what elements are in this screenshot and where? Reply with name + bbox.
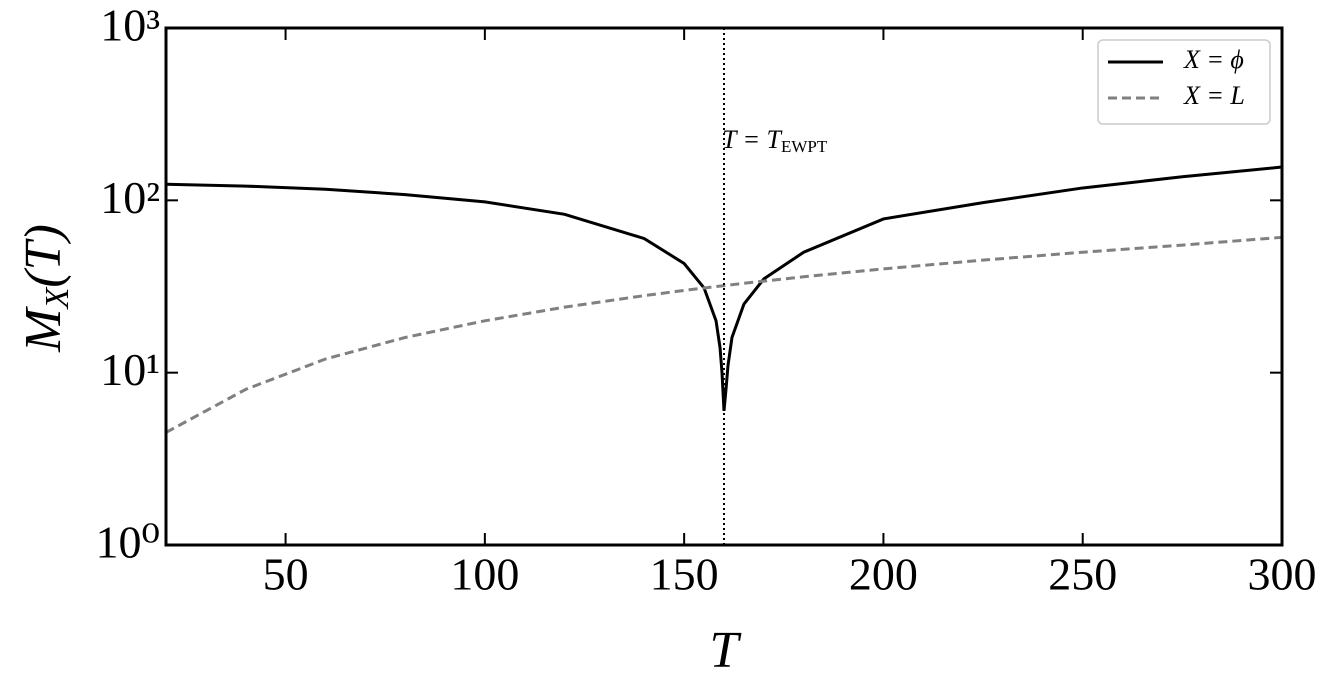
- x-tick-label: 50: [263, 549, 309, 600]
- x-tick-label: 200: [849, 549, 918, 600]
- y-tick-label: 10⁰: [96, 517, 160, 568]
- y-axis-label-sub: X: [39, 287, 76, 311]
- x-axis-label: T: [710, 622, 742, 679]
- series-line: [165, 165, 1283, 412]
- annotation: T = TEWPT: [722, 125, 828, 156]
- plot-frame: [164, 26, 1284, 547]
- y-tick-label: 10²: [100, 172, 160, 223]
- y-tick-label: 10¹: [100, 344, 160, 395]
- legend-label: X = ϕ: [1183, 45, 1244, 74]
- annotation-sub: EWPT: [781, 137, 828, 156]
- legend-label: X = L: [1183, 81, 1245, 110]
- x-tick-label: 150: [650, 549, 719, 600]
- y-axis-label: MX(T): [15, 224, 76, 353]
- y-tick-label: 10³: [100, 0, 160, 51]
- x-tick-label: 300: [1248, 549, 1317, 600]
- y-axis-label-main: M: [15, 306, 72, 353]
- y-axis-label-tail: (T): [15, 224, 72, 288]
- annotation-main: T = T: [722, 125, 783, 154]
- series-line: [165, 235, 1283, 434]
- x-tick-label: 250: [1048, 549, 1117, 600]
- x-tick-label: 100: [450, 549, 519, 600]
